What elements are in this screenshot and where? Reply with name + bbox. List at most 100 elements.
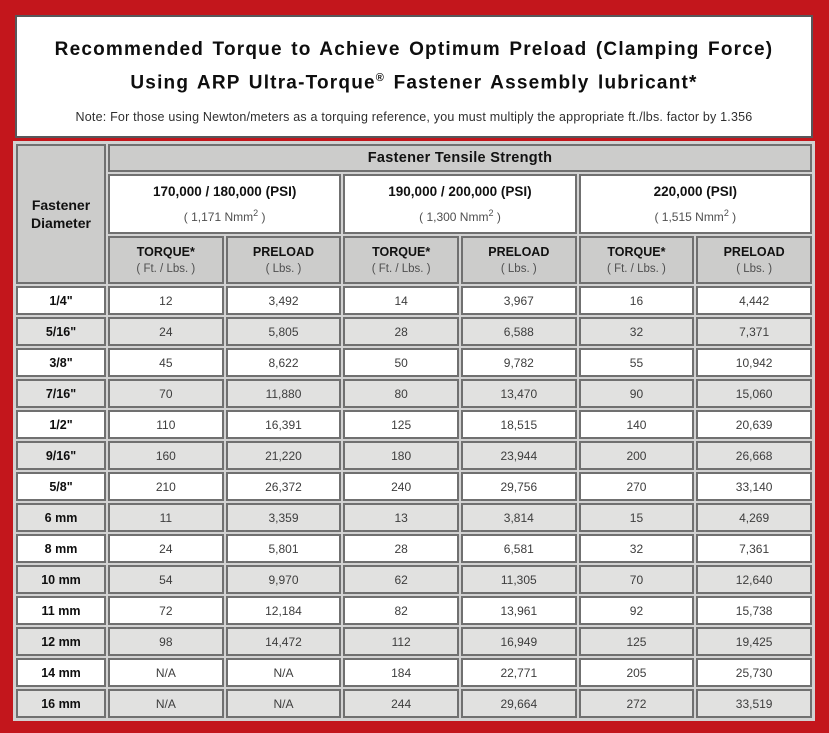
table-row: 7/16" 70 11,880 80 13,470 90 15,060	[16, 379, 812, 409]
preload-value: 33,140	[696, 472, 812, 502]
preload-value: 21,220	[225, 441, 342, 471]
strength-group-1-nmm: ( 1,171 Nmm2 )	[183, 208, 266, 225]
preload-value: 6,588	[460, 317, 577, 347]
table-row: 8 mm 24 5,801 28 6,581 32 7,361	[16, 534, 812, 564]
torque-value: 50	[343, 348, 459, 378]
torque-value: 12	[108, 286, 224, 316]
preload-value: 6,581	[460, 534, 577, 564]
title-line-2-prefix: Using ARP Ultra-Torque	[130, 72, 376, 94]
torque-value: 240	[343, 472, 459, 502]
torque-value: 205	[578, 658, 695, 688]
table-row: 12 mm 98 14,472 112 16,949 125 19,425	[16, 627, 812, 657]
preload-value: 5,801	[225, 534, 342, 564]
torque-value: 180	[343, 441, 459, 471]
torque-value: 11	[108, 503, 224, 533]
header-row-units: TORQUE* ( Ft. / Lbs. ) PRELOAD ( Lbs. ) …	[16, 236, 812, 285]
torque-column-header: TORQUE* ( Ft. / Lbs. )	[578, 236, 695, 285]
torque-value: 45	[108, 348, 224, 378]
diameter-label: 11 mm	[16, 596, 106, 626]
diameter-label: 1/2"	[16, 410, 106, 440]
torque-value: 16	[578, 286, 695, 316]
strength-group-2-nmm: ( 1,300 Nmm2 )	[419, 208, 501, 225]
preload-value: 5,805	[225, 317, 342, 347]
strength-group-3: 220,000 (PSI) ( 1,515 Nmm2 )	[578, 174, 812, 235]
torque-value: 24	[108, 534, 224, 564]
table-row: 14 mm N/A N/A 184 22,771 205 25,730	[16, 658, 812, 688]
preload-value: 22,771	[460, 658, 577, 688]
diameter-label: 16 mm	[16, 689, 106, 719]
torque-value: 270	[578, 472, 695, 502]
torque-value: 184	[343, 658, 459, 688]
title-panel: Recommended Torque to Achieve Optimum Pr…	[15, 15, 813, 139]
torque-column-header: TORQUE* ( Ft. / Lbs. )	[343, 236, 459, 285]
preload-value: 3,814	[460, 503, 577, 533]
table-row: 11 mm 72 12,184 82 13,961 92 15,738	[16, 596, 812, 626]
torque-value: 200	[578, 441, 695, 471]
torque-value: 125	[343, 410, 459, 440]
preload-value: 29,664	[460, 689, 577, 719]
table-row: 3/8" 45 8,622 50 9,782 55 10,942	[16, 348, 812, 378]
torque-value: 160	[108, 441, 224, 471]
torque-value: 90	[578, 379, 695, 409]
preload-value: 16,391	[225, 410, 342, 440]
torque-value: 140	[578, 410, 695, 440]
preload-value: 8,622	[225, 348, 342, 378]
page-title-line-1: Recommended Torque to Achieve Optimum Pr…	[54, 39, 774, 60]
torque-value: N/A	[108, 658, 224, 688]
header-row-main: Fastener Diameter Fastener Tensile Stren…	[16, 144, 812, 285]
torque-value: 70	[578, 565, 695, 595]
preload-value: 16,949	[460, 627, 577, 657]
torque-value: 98	[108, 627, 224, 657]
torque-value: 125	[578, 627, 695, 657]
preload-value: 20,639	[696, 410, 812, 440]
torque-value: 32	[578, 317, 695, 347]
preload-value: 13,961	[460, 596, 577, 626]
preload-value: 9,782	[460, 348, 577, 378]
torque-value: 244	[343, 689, 459, 719]
torque-value: 32	[578, 534, 695, 564]
diameter-label: 3/8"	[16, 348, 106, 378]
preload-value: 3,359	[225, 503, 342, 533]
torque-value: 210	[108, 472, 224, 502]
table-row: 10 mm 54 9,970 62 11,305 70 12,640	[16, 565, 812, 595]
strength-group-1: 170,000 / 180,000 (PSI) ( 1,171 Nmm2 )	[108, 174, 342, 235]
preload-value: 4,269	[696, 503, 812, 533]
torque-value: 92	[578, 596, 695, 626]
torque-value: 70	[108, 379, 224, 409]
table-row: 1/4" 12 3,492 14 3,967 16 4,442	[16, 286, 812, 316]
page-title-line-2: Using ARP Ultra-Torque® Fastener Assembl…	[25, 64, 803, 97]
diameter-label: 12 mm	[16, 627, 106, 657]
main-header: Fastener Tensile Strength	[108, 144, 812, 173]
diameter-label: 5/16"	[16, 317, 106, 347]
preload-value: 10,942	[696, 348, 812, 378]
preload-value: 7,371	[696, 317, 812, 347]
preload-value: 26,668	[696, 441, 812, 471]
preload-value: 15,738	[696, 596, 812, 626]
torque-value: N/A	[108, 689, 224, 719]
preload-value: 3,492	[225, 286, 342, 316]
header-row-psi: 170,000 / 180,000 (PSI) ( 1,171 Nmm2 ) 1…	[16, 174, 812, 235]
preload-value: 12,640	[696, 565, 812, 595]
table-body: 1/4" 12 3,492 14 3,967 16 4,442 5/16" 24…	[16, 286, 812, 719]
preload-column-header: PRELOAD ( Lbs. )	[225, 236, 342, 285]
preload-value: 9,970	[225, 565, 342, 595]
preload-value: 18,515	[460, 410, 577, 440]
table-row: 16 mm N/A N/A 244 29,664 272 33,519	[16, 689, 812, 719]
torque-value: 82	[343, 596, 459, 626]
preload-column-header: PRELOAD ( Lbs. )	[460, 236, 577, 285]
diameter-label: 14 mm	[16, 658, 106, 688]
torque-value: 62	[343, 565, 459, 595]
table-row: 6 mm 11 3,359 13 3,814 15 4,269	[16, 503, 812, 533]
torque-value: 272	[578, 689, 695, 719]
table-row: 9/16" 160 21,220 180 23,944 200 26,668	[16, 441, 812, 471]
preload-value: 4,442	[696, 286, 812, 316]
strength-group-1-psi: 170,000 / 180,000 (PSI)	[152, 184, 297, 200]
torque-value: 28	[343, 534, 459, 564]
title-line-2-suffix: Fastener Assembly lubricant*	[385, 72, 698, 94]
strength-group-2: 190,000 / 200,000 (PSI) ( 1,300 Nmm2 )	[343, 174, 577, 235]
torque-value: 24	[108, 317, 224, 347]
preload-value: 23,944	[460, 441, 577, 471]
preload-value: N/A	[225, 689, 342, 719]
preload-value: 12,184	[225, 596, 342, 626]
